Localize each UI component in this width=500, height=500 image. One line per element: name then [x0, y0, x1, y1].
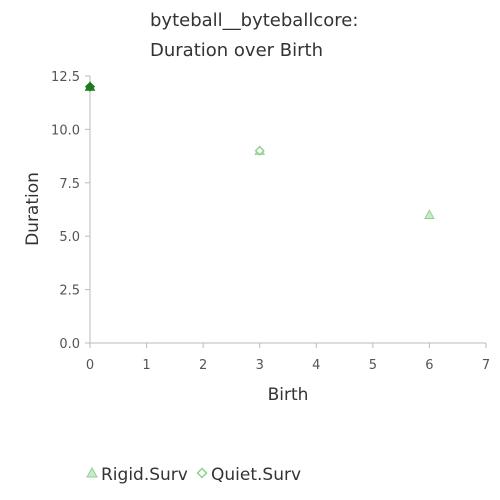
x-tick-label: 3 — [256, 358, 264, 373]
y-tick-label: 12.5 — [51, 70, 80, 85]
chart-title-line-2: Duration over Birth — [150, 40, 323, 61]
data-point-quiet-surv — [84, 81, 96, 92]
chart-title-line-1: byteball__byteballcore: — [150, 10, 358, 31]
legend-diamond-icon — [196, 467, 208, 479]
y-tick-label: 7.5 — [59, 177, 80, 192]
x-tick-label: 4 — [312, 358, 320, 373]
y-tick-label: 5.0 — [59, 230, 80, 245]
x-tick-label: 2 — [199, 358, 207, 373]
legend-label: Quiet.Surv — [211, 465, 301, 485]
x-tick-label: 7 — [482, 358, 490, 373]
legend: Rigid.Surv Quiet.Surv — [86, 465, 301, 485]
y-tick-label: 0.0 — [59, 337, 80, 352]
axes — [89, 76, 486, 344]
data-point-quiet-surv — [254, 145, 265, 156]
y-tick-label: 2.5 — [59, 284, 80, 299]
x-tick-label: 5 — [369, 358, 377, 373]
y-axis-ticks: 0.0 2.5 5.0 7.5 10.0 12.5 — [51, 70, 90, 352]
y-tick-label: 10.0 — [51, 123, 80, 138]
data-points — [84, 81, 435, 219]
x-axis-ticks: 0 1 2 3 4 5 6 7 — [86, 343, 490, 373]
legend-label: Rigid.Surv — [101, 465, 188, 485]
y-axis-label: Duration — [23, 172, 43, 246]
legend-triangle-icon — [86, 466, 98, 478]
data-point-rigid-surv — [424, 209, 435, 219]
x-tick-label: 6 — [425, 358, 433, 373]
x-tick-label: 1 — [142, 358, 150, 373]
x-tick-label: 0 — [86, 358, 94, 373]
x-axis-label: Birth — [268, 385, 309, 405]
